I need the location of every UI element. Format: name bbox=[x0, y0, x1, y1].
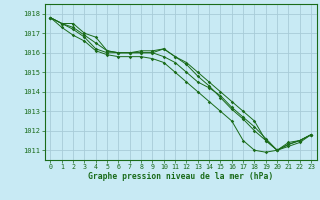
X-axis label: Graphe pression niveau de la mer (hPa): Graphe pression niveau de la mer (hPa) bbox=[88, 172, 273, 181]
